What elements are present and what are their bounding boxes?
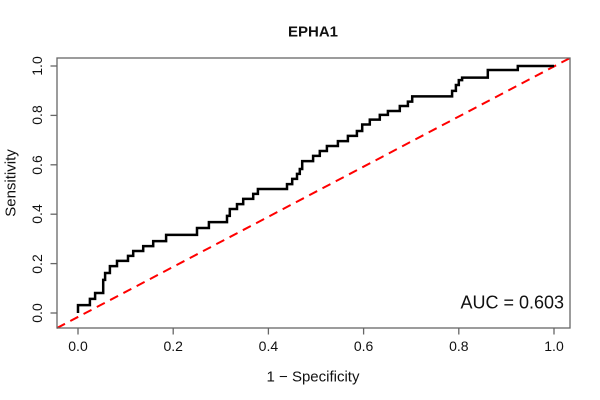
x-axis-label: 1 − Specificity <box>266 368 360 386</box>
y-tick-label: 0.0 <box>29 303 45 323</box>
x-tick-label: 0.8 <box>449 338 469 354</box>
plot-box <box>56 57 571 329</box>
y-tick-label: 1.0 <box>29 56 45 76</box>
plot-title: EPHA1 <box>287 23 339 41</box>
x-tick-label: 1.0 <box>544 338 564 354</box>
auc-annotation: AUC = 0.603 <box>460 292 564 313</box>
x-tick-label: 0.0 <box>68 338 88 354</box>
chance-diagonal-line <box>56 57 571 329</box>
y-axis-label: Sensitivity <box>2 149 20 217</box>
y-tick-label: 0.8 <box>29 105 45 126</box>
y-tick-label: 0.6 <box>29 155 45 175</box>
roc-curve-line <box>76 64 554 313</box>
x-tick-label: 0.6 <box>353 338 374 354</box>
y-tick-label: 0.4 <box>29 204 45 224</box>
y-tick-label: 0.2 <box>29 253 45 274</box>
x-tick-label: 0.2 <box>163 338 183 354</box>
x-tick-label: 0.4 <box>258 338 279 354</box>
